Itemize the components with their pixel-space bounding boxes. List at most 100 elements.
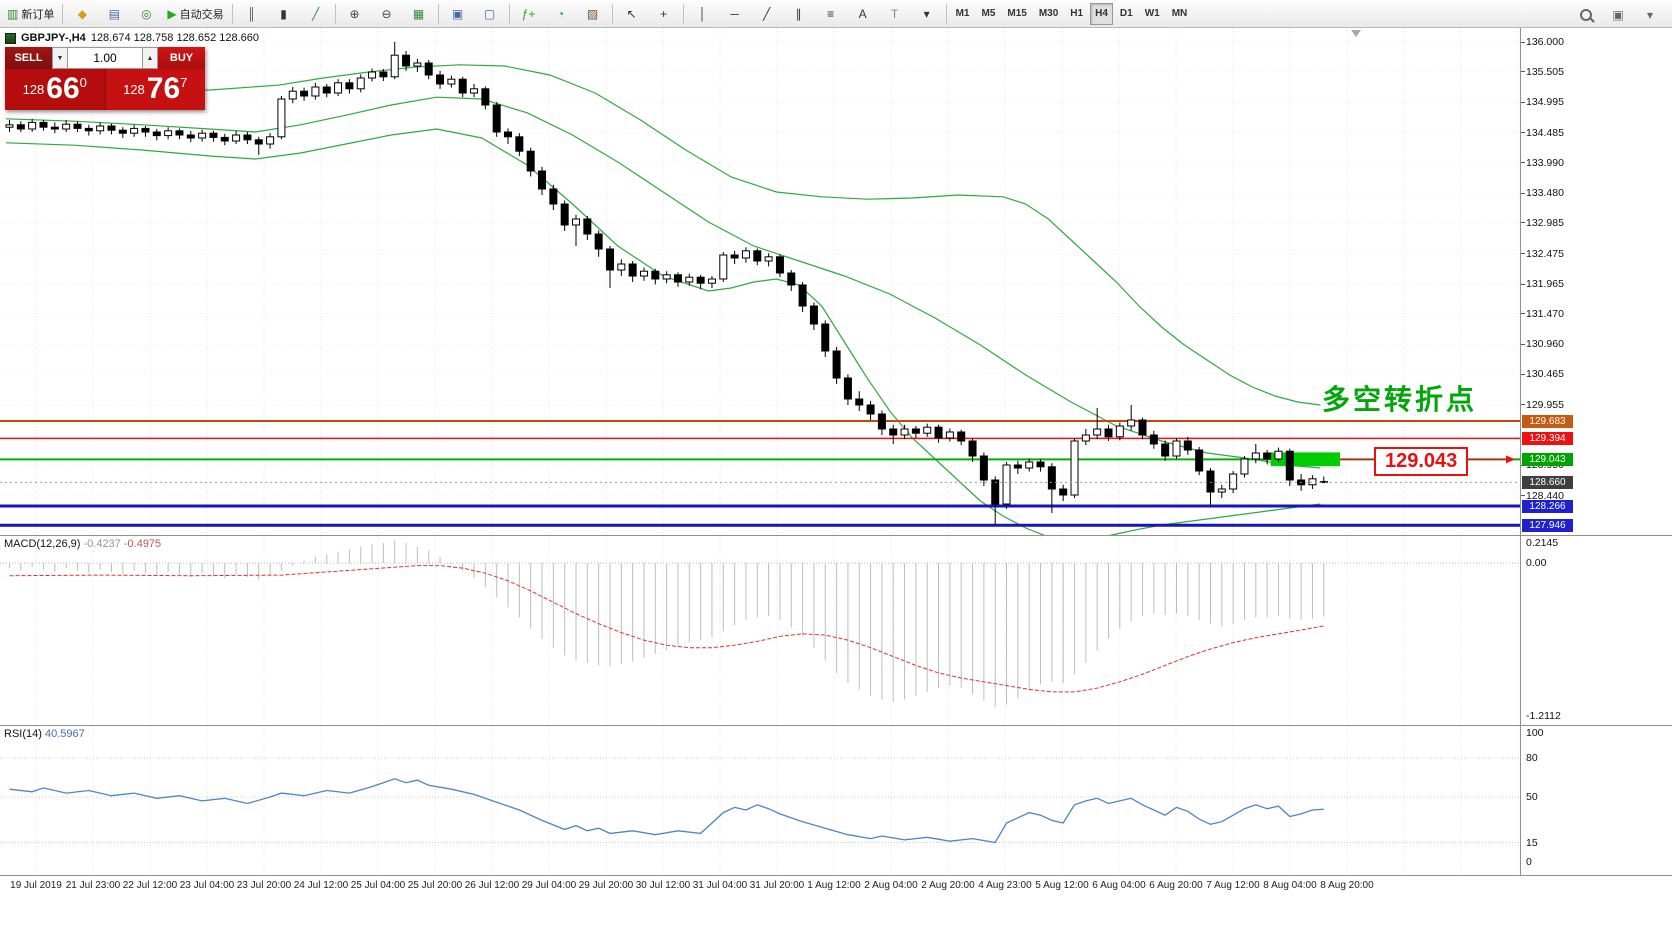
arrows-button[interactable]: ▾ bbox=[912, 2, 942, 26]
timeframe-w1-button[interactable]: W1 bbox=[1144, 8, 1160, 19]
macd-scale-label: -1.2112 bbox=[1526, 710, 1561, 723]
buy-price-pip: 7 bbox=[180, 75, 188, 90]
timeframe-mn-button[interactable]: MN bbox=[1171, 8, 1188, 19]
time-axis-label: 2 Aug 04:00 bbox=[864, 880, 918, 891]
tile-windows-button[interactable]: ▣ bbox=[443, 2, 473, 26]
timeframe-m5-button[interactable]: M5 bbox=[981, 8, 996, 19]
auto-arrange-button[interactable]: ▢ bbox=[475, 2, 505, 26]
timeframe-m1-button[interactable]: M1 bbox=[955, 8, 970, 19]
symbol-ohlc-header: GBPJPY-,H4 128.674 128.758 128.652 128.6… bbox=[5, 32, 259, 44]
macd-name: MACD(12,26,9) bbox=[4, 538, 81, 550]
candlestick-chart-icon: ▮ bbox=[280, 6, 287, 21]
line-chart-button[interactable]: ╱ bbox=[301, 2, 331, 26]
candlestick-chart-button[interactable]: ▮ bbox=[269, 2, 299, 26]
navigator-button[interactable]: ◎ bbox=[131, 2, 161, 26]
toolbar-separator bbox=[945, 3, 947, 24]
price-marker-127.946: 127.946 bbox=[1522, 518, 1573, 532]
zoom-out-button[interactable]: ⊖ bbox=[372, 2, 402, 26]
arrows-icon: ▾ bbox=[923, 6, 930, 21]
navigator-icon: ◎ bbox=[141, 6, 152, 21]
horizontal-line-icon: ─ bbox=[730, 6, 739, 21]
panel-toggle-button[interactable]: ▾ bbox=[1635, 3, 1665, 27]
chart-shift-marker-icon[interactable] bbox=[1351, 30, 1361, 37]
rsi-value: 40.5967 bbox=[44, 728, 85, 740]
panel-toggle-icon: ▾ bbox=[1646, 8, 1654, 22]
window-button[interactable]: ▣ bbox=[1603, 3, 1633, 27]
trendline-button[interactable]: ╱ bbox=[752, 2, 782, 26]
text-label-button[interactable]: T bbox=[880, 2, 910, 26]
new-order-button[interactable]: ▥ 新订单 bbox=[3, 2, 58, 26]
zoom-in-icon: ⊕ bbox=[349, 6, 360, 21]
channel-icon: ∥ bbox=[795, 6, 802, 21]
autotrading-button[interactable]: ▶ 自动交易 bbox=[163, 2, 227, 26]
rsi-scale-label: 50 bbox=[1526, 791, 1538, 803]
macd-scale-label: 0.00 bbox=[1526, 557, 1547, 570]
buy-button[interactable]: BUY bbox=[158, 47, 205, 69]
turning-point-annotation[interactable]: 多空转折点 bbox=[1322, 385, 1478, 416]
macd-chart bbox=[0, 536, 1520, 725]
panel-separator[interactable] bbox=[0, 724, 1672, 727]
buy-price-button[interactable]: 128 76 7 bbox=[105, 69, 205, 110]
rsi-scale: 100 80 50 15 0 bbox=[1520, 725, 1672, 875]
templates-button[interactable]: ▨ bbox=[578, 2, 608, 26]
data-window-button[interactable]: ▤ bbox=[99, 2, 129, 26]
cursor-icon: ↖ bbox=[626, 6, 637, 21]
price-scale-label: 134.485 bbox=[1526, 126, 1564, 139]
price-scale-label: 130.960 bbox=[1526, 338, 1564, 351]
channel-button[interactable]: ∥ bbox=[784, 2, 814, 26]
timeframe-h4-button[interactable]: H4 bbox=[1090, 2, 1113, 25]
macd-scale-label: 0.2145 bbox=[1526, 537, 1559, 549]
time-axis-label: 2 Aug 20:00 bbox=[921, 880, 975, 891]
rsi-indicator-label: RSI(14) 40.5967 bbox=[4, 728, 85, 740]
market-watch-button[interactable]: ◆ bbox=[67, 2, 97, 26]
time-axis-label: 24 Jul 12:00 bbox=[293, 880, 349, 891]
timeframe-m30-button[interactable]: M30 bbox=[1038, 8, 1059, 19]
crosshair-button[interactable]: + bbox=[649, 2, 679, 26]
templates-icon: ▨ bbox=[586, 6, 599, 21]
sell-button[interactable]: SELL bbox=[5, 47, 52, 69]
periods-button[interactable]: ◔ bbox=[546, 2, 576, 26]
price-scale-label: 134.995 bbox=[1526, 96, 1564, 109]
toolbar-separator bbox=[334, 3, 336, 24]
trendline-icon: ╱ bbox=[762, 6, 771, 21]
sell-price-button[interactable]: 128 66 0 bbox=[5, 69, 106, 110]
search-button[interactable] bbox=[1571, 3, 1601, 27]
sell-price-prefix: 128 bbox=[22, 82, 45, 97]
horizontal-line-button[interactable]: ─ bbox=[720, 2, 750, 26]
lot-increment-button[interactable]: ▲ bbox=[142, 47, 158, 69]
lot-decrement-button[interactable]: ▼ bbox=[52, 47, 68, 69]
toolbar-separator bbox=[682, 3, 684, 24]
toolbar-right-icons: ▣ ▾ bbox=[1570, 3, 1666, 27]
window-icon: ▣ bbox=[1612, 8, 1624, 22]
bar-chart-icon: ║ bbox=[247, 6, 256, 21]
macd-panel bbox=[0, 535, 1520, 725]
price-callout-label[interactable]: 129.043 bbox=[1374, 447, 1469, 476]
panel-separator[interactable] bbox=[0, 874, 1672, 877]
time-axis-label: 23 Jul 04:00 bbox=[179, 880, 235, 891]
timeframe-d1-button[interactable]: D1 bbox=[1119, 8, 1133, 19]
time-axis-label: 19 Jul 2019 bbox=[10, 880, 62, 891]
zoom-in-button[interactable]: ⊕ bbox=[340, 2, 370, 26]
price-scale-label: 131.470 bbox=[1526, 307, 1564, 320]
grid-button[interactable]: ▦ bbox=[404, 2, 434, 26]
one-click-trading-panel: SELL ▼ ▲ BUY 128 66 0 128 76 7 bbox=[5, 47, 205, 110]
cursor-button[interactable]: ↖ bbox=[617, 2, 647, 26]
line-chart-icon: ╱ bbox=[311, 6, 320, 21]
timeframe-h1-button[interactable]: H1 bbox=[1070, 8, 1084, 19]
timeframe-m15-button[interactable]: M15 bbox=[1007, 8, 1027, 19]
panel-separator[interactable] bbox=[0, 534, 1672, 537]
price-scale-label: 128.440 bbox=[1526, 489, 1564, 502]
time-axis-label: 6 Aug 20:00 bbox=[1149, 880, 1203, 891]
rsi-scale-label: 0 bbox=[1526, 856, 1532, 868]
fibonacci-icon: ≡ bbox=[827, 6, 835, 21]
toolbar-buttons: ▥ 新订单 ◆ ▤ ◎ ▶ 自动交易 ║ ▮ ╱ ⊕ ⊖ ▦ ▣ ▢ ƒ+ ◔ ▨ ↖ + │ ─ ╱ ∥ ≡ A T ▾ M1 M5 M1… bbox=[2, 2, 1193, 26]
bar-chart-button[interactable]: ║ bbox=[237, 2, 267, 26]
lot-size-input[interactable] bbox=[68, 47, 142, 69]
text-button[interactable]: A bbox=[848, 2, 878, 26]
time-axis-label: 23 Jul 20:00 bbox=[236, 880, 292, 891]
vertical-line-button[interactable]: │ bbox=[688, 2, 718, 26]
data-window-icon: ▤ bbox=[108, 6, 121, 21]
indicators-button[interactable]: ƒ+ bbox=[514, 2, 544, 26]
fibonacci-button[interactable]: ≡ bbox=[816, 2, 846, 26]
market-watch-icon: ◆ bbox=[77, 6, 87, 21]
